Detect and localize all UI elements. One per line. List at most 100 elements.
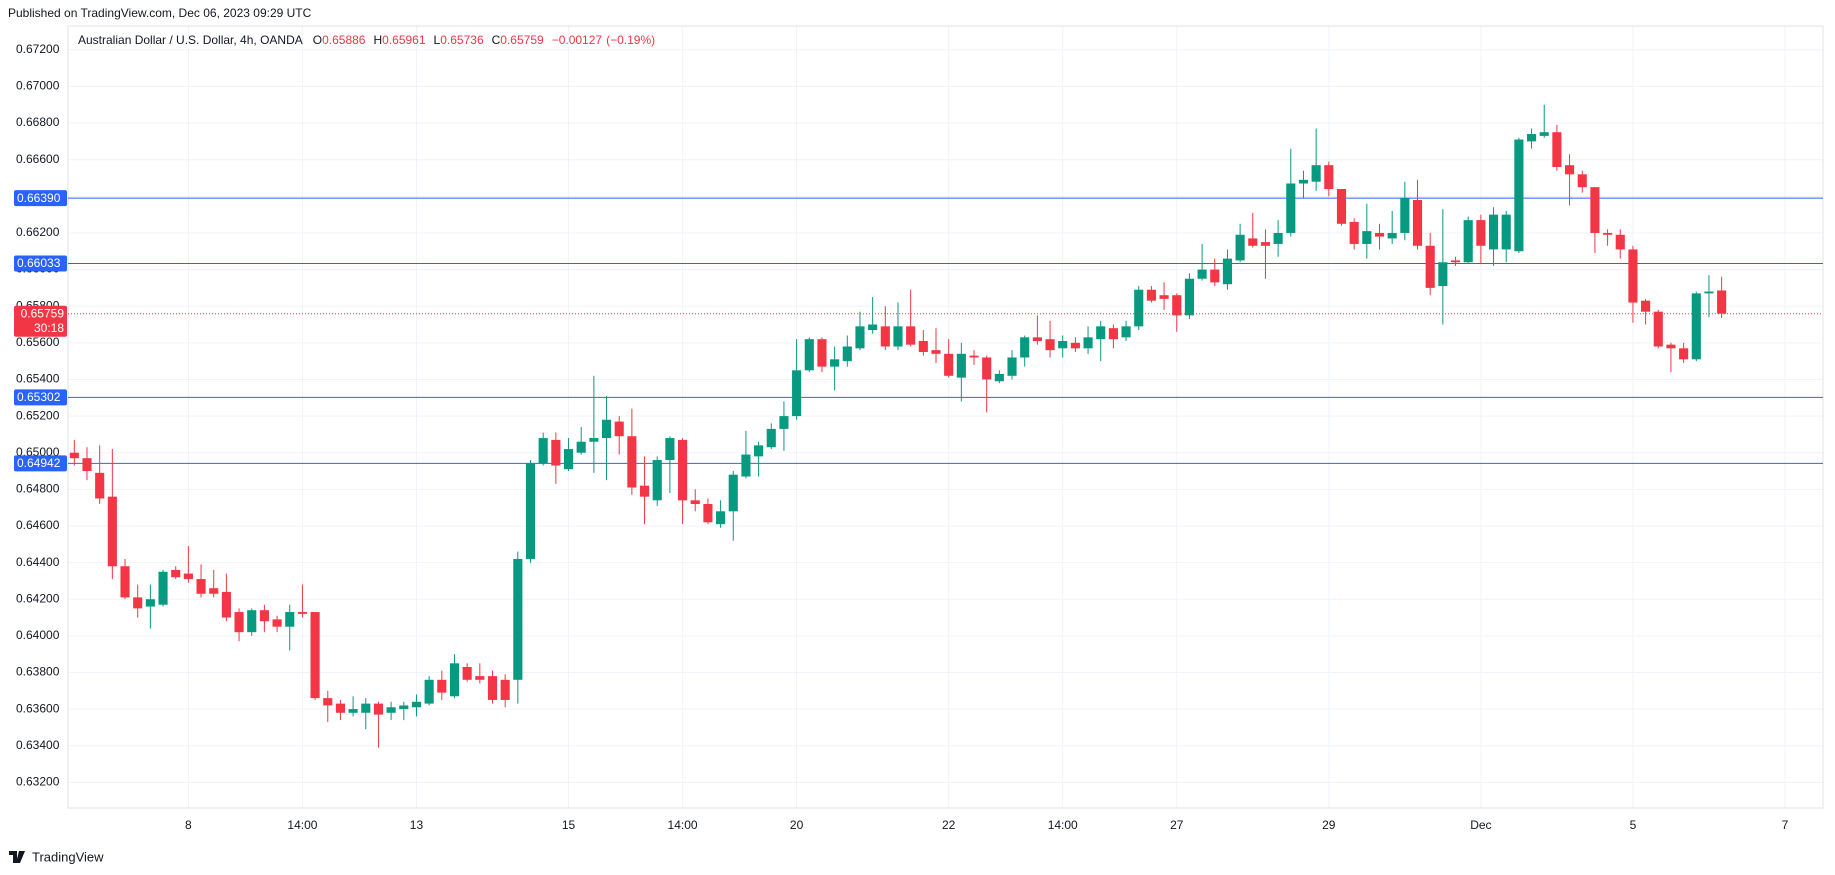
candle-body	[1641, 300, 1651, 312]
candle-body	[1273, 232, 1283, 244]
candle-body	[1666, 344, 1676, 349]
candle-body	[1146, 289, 1156, 301]
candle-body	[171, 569, 181, 578]
candle-body	[703, 503, 713, 523]
y-tick-label: 0.65600	[16, 335, 60, 349]
candle-body	[830, 359, 840, 367]
candle-body	[386, 707, 396, 713]
candle-body	[1032, 337, 1042, 341]
candle-body	[994, 373, 1004, 382]
legend-key: L	[434, 33, 441, 47]
candle-body	[1248, 238, 1258, 246]
candle-body	[551, 439, 561, 466]
candle-body	[817, 339, 827, 367]
candle-body	[1425, 245, 1435, 288]
countdown-label: 30:18	[34, 321, 64, 335]
candle-body	[424, 679, 434, 704]
plot-frame	[67, 25, 1824, 809]
candle-body	[1336, 188, 1347, 224]
candle-body	[1298, 179, 1309, 184]
candle-body	[1691, 293, 1701, 360]
candle-body	[183, 573, 193, 580]
x-tick-label: 5	[1630, 818, 1637, 832]
x-tick-label: 14:00	[1048, 818, 1078, 832]
legend-change: −0.00127	[552, 33, 603, 47]
candle-body	[1197, 269, 1207, 279]
level-label-box	[14, 255, 67, 272]
y-tick-label: 0.64400	[16, 555, 60, 569]
candle-body	[766, 428, 776, 448]
candle-body	[792, 370, 802, 417]
candle-body	[1387, 232, 1397, 239]
candle-body	[399, 705, 409, 710]
candle-body	[538, 438, 548, 464]
candle-body	[373, 703, 384, 715]
candle-body	[614, 421, 624, 437]
candle-body	[69, 452, 79, 459]
candle-body	[1121, 326, 1131, 338]
candle-body	[209, 588, 219, 594]
candle-body	[1704, 291, 1714, 294]
candle-body	[196, 579, 206, 594]
candle-body	[842, 346, 852, 362]
candle-body	[880, 326, 890, 347]
brand-logo: TradingView	[9, 849, 104, 864]
candle-body	[1438, 262, 1448, 287]
y-tick-label: 0.64000	[16, 628, 60, 642]
candle-body	[1374, 232, 1385, 237]
candle-body	[728, 474, 738, 512]
candle-body	[1463, 220, 1473, 263]
y-tick-label: 0.66200	[16, 225, 60, 239]
candle-body	[1172, 295, 1182, 316]
candle-body	[1159, 295, 1169, 299]
candle-body	[741, 454, 751, 477]
y-tick-label: 0.65400	[16, 372, 60, 386]
x-tick-label: 7	[1782, 818, 1789, 832]
candle-body	[1577, 174, 1587, 188]
legend: Australian Dollar / U.S. Dollar, 4h, OAN…	[78, 33, 655, 47]
candle-body	[1590, 187, 1600, 233]
candle-body	[931, 350, 941, 354]
candle-body	[449, 663, 460, 697]
candle-body	[982, 357, 992, 380]
candle-body	[1717, 290, 1727, 314]
candle-body	[944, 353, 954, 376]
candle-body	[1539, 132, 1549, 136]
candle-body	[145, 599, 155, 607]
candle-body	[411, 701, 422, 708]
legend-value: 0.65736	[440, 33, 484, 47]
x-tick-label: Dec	[1470, 818, 1491, 832]
candle-body	[1412, 199, 1423, 246]
candle-body	[1058, 340, 1068, 349]
candle-body	[1615, 234, 1625, 250]
candle-body	[1514, 139, 1524, 252]
candle-body	[1083, 337, 1093, 349]
candle-body	[1603, 232, 1613, 235]
level-label-box	[14, 389, 67, 406]
y-tick-label: 0.63400	[16, 738, 60, 752]
y-tick-label: 0.64200	[16, 591, 60, 605]
candle-body	[95, 472, 105, 499]
candle-body	[1108, 328, 1118, 340]
candle-body	[133, 597, 143, 609]
legend-change-percent: (−0.19%)	[606, 33, 655, 47]
candle-body	[868, 324, 878, 331]
candle-body	[690, 500, 700, 504]
candle-body	[1210, 269, 1220, 283]
candle-body	[1362, 231, 1372, 244]
candle-body	[1628, 249, 1638, 303]
candle-body	[348, 709, 358, 713]
legend-value: 0.65759	[500, 33, 544, 47]
candle-body	[1324, 165, 1334, 189]
x-tick-label: 20	[790, 818, 804, 832]
candle-body	[1450, 260, 1461, 263]
y-tick-label: 0.63800	[16, 665, 60, 679]
legend-value: 0.65886	[322, 33, 366, 47]
candle-body	[1096, 326, 1106, 340]
candle-body	[437, 679, 447, 693]
level-label: 0.65302	[17, 390, 61, 404]
candle-body	[716, 511, 726, 525]
level-label: 0.66033	[17, 256, 61, 270]
